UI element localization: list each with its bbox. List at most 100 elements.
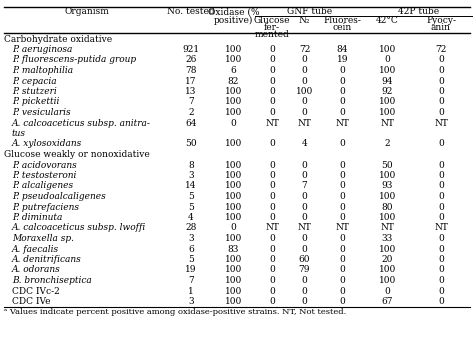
Text: 0: 0 [231, 224, 237, 233]
Text: NT: NT [381, 224, 394, 233]
Text: 4: 4 [301, 140, 307, 148]
Text: P. putrefaciens: P. putrefaciens [12, 202, 79, 212]
Text: 100: 100 [379, 45, 396, 54]
Text: 5: 5 [188, 255, 194, 264]
Text: 0: 0 [269, 297, 275, 306]
Text: 0: 0 [340, 297, 346, 306]
Text: 0: 0 [301, 297, 307, 306]
Text: 100: 100 [225, 286, 242, 295]
Text: 0: 0 [340, 286, 346, 295]
Text: 64: 64 [185, 119, 197, 127]
Text: 100: 100 [379, 266, 396, 274]
Text: 3: 3 [188, 171, 194, 180]
Text: 100: 100 [379, 66, 396, 75]
Text: 0: 0 [269, 213, 275, 222]
Text: A. xylosoxidans: A. xylosoxidans [12, 140, 82, 148]
Text: 100: 100 [225, 276, 242, 285]
Text: 100: 100 [296, 87, 313, 96]
Text: 50: 50 [185, 140, 197, 148]
Text: 0: 0 [438, 297, 444, 306]
Text: 6: 6 [231, 66, 237, 75]
Text: 5: 5 [188, 202, 194, 212]
Text: ᵃ Values indicate percent positive among oxidase-positive strains. NT, Not teste: ᵃ Values indicate percent positive among… [4, 308, 346, 317]
Text: A. odorans: A. odorans [12, 266, 61, 274]
Text: 0: 0 [269, 45, 275, 54]
Text: No. tested: No. tested [167, 7, 215, 16]
Text: 0: 0 [301, 245, 307, 253]
Text: 100: 100 [225, 171, 242, 180]
Text: 0: 0 [269, 66, 275, 75]
Text: 80: 80 [382, 202, 393, 212]
Text: NT: NT [265, 119, 279, 127]
Text: 0: 0 [269, 98, 275, 106]
Text: fer-: fer- [264, 23, 280, 32]
Text: 0: 0 [340, 213, 346, 222]
Text: Glucose weakly or nonoxidative: Glucose weakly or nonoxidative [4, 150, 150, 159]
Text: 94: 94 [382, 76, 393, 86]
Text: 0: 0 [438, 108, 444, 117]
Text: 0: 0 [340, 98, 346, 106]
Text: 0: 0 [438, 66, 444, 75]
Text: 0: 0 [269, 87, 275, 96]
Text: P. pickettii: P. pickettii [12, 98, 59, 106]
Text: Pyocy-: Pyocy- [426, 16, 456, 25]
Text: 100: 100 [225, 140, 242, 148]
Text: 100: 100 [379, 213, 396, 222]
Text: 4: 4 [188, 213, 194, 222]
Text: 0: 0 [438, 181, 444, 191]
Text: 50: 50 [382, 160, 393, 169]
Text: 0: 0 [301, 76, 307, 86]
Text: P. testosteroni: P. testosteroni [12, 171, 76, 180]
Text: 100: 100 [225, 98, 242, 106]
Text: 20: 20 [382, 255, 393, 264]
Text: 0: 0 [438, 76, 444, 86]
Text: P. stutzeri: P. stutzeri [12, 87, 57, 96]
Text: 3: 3 [188, 297, 194, 306]
Text: 0: 0 [301, 276, 307, 285]
Text: 100: 100 [225, 87, 242, 96]
Text: 0: 0 [438, 245, 444, 253]
Text: NT: NT [434, 224, 448, 233]
Text: 0: 0 [340, 255, 346, 264]
Text: 0: 0 [301, 98, 307, 106]
Text: 100: 100 [225, 255, 242, 264]
Text: 0: 0 [384, 55, 391, 65]
Text: NT: NT [336, 224, 349, 233]
Text: 100: 100 [379, 245, 396, 253]
Text: 83: 83 [228, 245, 239, 253]
Text: 0: 0 [301, 55, 307, 65]
Text: Organism: Organism [64, 7, 109, 16]
Text: 0: 0 [340, 76, 346, 86]
Text: 0: 0 [438, 87, 444, 96]
Text: 0: 0 [340, 192, 346, 201]
Text: Glucose: Glucose [254, 16, 290, 25]
Text: 0: 0 [269, 76, 275, 86]
Text: NT: NT [434, 119, 448, 127]
Text: 0: 0 [231, 119, 237, 127]
Text: 1: 1 [188, 286, 194, 295]
Text: 0: 0 [438, 160, 444, 169]
Text: Fluores-: Fluores- [324, 16, 362, 25]
Text: 0: 0 [438, 98, 444, 106]
Text: P. diminuta: P. diminuta [12, 213, 63, 222]
Text: 100: 100 [225, 266, 242, 274]
Text: P. aeruginosa: P. aeruginosa [12, 45, 73, 54]
Text: 19: 19 [185, 266, 197, 274]
Text: 0: 0 [438, 202, 444, 212]
Text: 100: 100 [379, 108, 396, 117]
Text: 100: 100 [225, 181, 242, 191]
Text: Oxidase (%: Oxidase (% [208, 7, 259, 16]
Text: 0: 0 [301, 160, 307, 169]
Text: 6: 6 [188, 245, 194, 253]
Text: 0: 0 [301, 202, 307, 212]
Text: 0: 0 [340, 266, 346, 274]
Text: 8: 8 [188, 160, 194, 169]
Text: 72: 72 [435, 45, 447, 54]
Text: 0: 0 [340, 108, 346, 117]
Text: Moraxella sp.: Moraxella sp. [12, 234, 74, 243]
Text: 0: 0 [301, 171, 307, 180]
Text: 0: 0 [301, 213, 307, 222]
Text: 42P tube: 42P tube [398, 7, 439, 16]
Text: 100: 100 [225, 192, 242, 201]
Text: 0: 0 [340, 87, 346, 96]
